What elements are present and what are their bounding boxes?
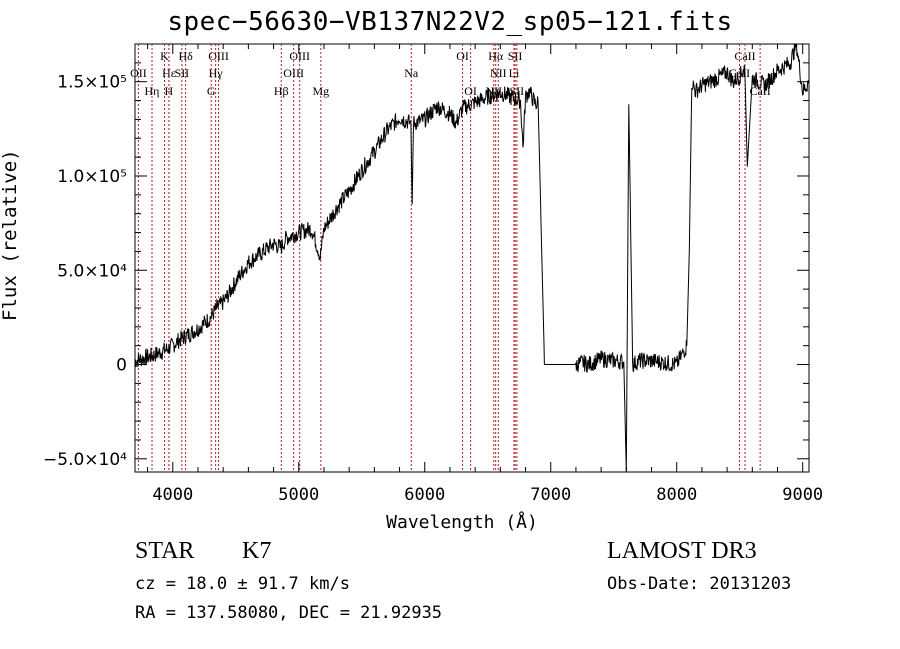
line-marker-label: SII bbox=[508, 49, 523, 63]
survey-label: LAMOST DR3 bbox=[607, 538, 757, 564]
line-marker-label: CaII bbox=[734, 49, 755, 63]
x-tick-label: 8000 bbox=[656, 485, 697, 505]
chart-title: spec−56630−VB137N22V2_sp05−121.fits bbox=[167, 7, 733, 37]
line-marker-label: Na bbox=[404, 66, 419, 80]
obs-date-text: Obs-Date: 20131203 bbox=[607, 574, 792, 594]
line-marker-label: Hγ bbox=[209, 66, 224, 80]
y-tick-label: 1.0×10⁵ bbox=[57, 167, 127, 187]
line-marker-label: G bbox=[207, 84, 216, 98]
line-marker-label: Li bbox=[509, 66, 520, 80]
line-marker-label: OIII bbox=[289, 49, 310, 63]
line-marker-label: OII bbox=[130, 66, 147, 80]
object-subclass: K7 bbox=[242, 538, 272, 564]
x-tick-label: 7000 bbox=[530, 485, 571, 505]
x-tick-label: 5000 bbox=[278, 485, 319, 505]
line-marker-label: OI bbox=[464, 84, 477, 98]
line-marker-label: Mg bbox=[312, 84, 329, 98]
y-tick-label: 0 bbox=[116, 356, 127, 376]
x-tick-label: 4000 bbox=[152, 485, 193, 505]
line-marker-label: SII bbox=[175, 66, 190, 80]
redshift-text: cz = 18.0 ± 91.7 km/s bbox=[135, 574, 350, 594]
x-tick-label: 6000 bbox=[404, 485, 445, 505]
line-marker-label: Hβ bbox=[274, 84, 289, 98]
spectrum-line bbox=[135, 44, 809, 472]
x-axis-label: Wavelength (Å) bbox=[386, 511, 538, 533]
line-marker-label: K bbox=[160, 49, 169, 63]
line-marker-label: NII bbox=[490, 66, 507, 80]
x-tick-label: 9000 bbox=[782, 485, 823, 505]
line-marker-label: OI bbox=[456, 49, 469, 63]
object-class: STAR bbox=[135, 538, 195, 564]
y-tick-label: 1.5×10⁵ bbox=[57, 73, 127, 93]
line-marker-label: Hα bbox=[488, 49, 504, 63]
line-marker-label: Hη bbox=[145, 84, 160, 98]
line-marker-label: OIII bbox=[283, 66, 304, 80]
line-marker-label: OIII bbox=[208, 49, 229, 63]
y-tick-label: 5.0×10⁴ bbox=[57, 261, 127, 281]
plot-frame bbox=[134, 43, 810, 473]
line-marker-label: Hδ bbox=[178, 49, 193, 63]
coordinates-text: RA = 137.58080, DEC = 21.92935 bbox=[135, 603, 443, 623]
y-tick-label: −5.0×10⁴ bbox=[43, 450, 127, 470]
line-marker-label: H bbox=[165, 84, 174, 98]
